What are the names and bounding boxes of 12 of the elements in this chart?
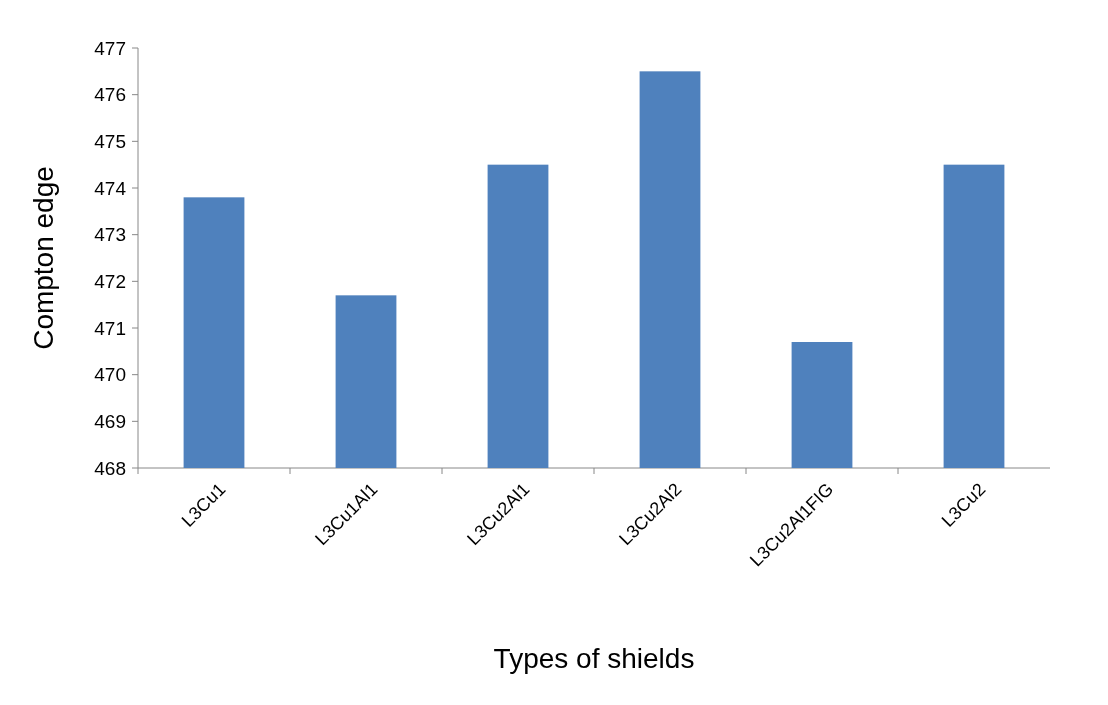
y-tick-label: 468: [94, 457, 126, 479]
y-tick-label: 476: [94, 84, 126, 106]
y-tick-label: 474: [94, 177, 127, 199]
y-tick-label: 469: [94, 410, 126, 432]
y-tick-label: 475: [94, 130, 126, 152]
y-tick-label: 472: [94, 270, 126, 292]
y-tick-label: 477: [94, 37, 126, 59]
y-tick-label: 471: [94, 317, 126, 339]
y-axis-title: Compton edge: [28, 166, 59, 350]
y-tick-label: 473: [94, 224, 126, 246]
x-axis-title: Types of shields: [493, 643, 695, 674]
y-tick-label: 470: [94, 364, 126, 386]
